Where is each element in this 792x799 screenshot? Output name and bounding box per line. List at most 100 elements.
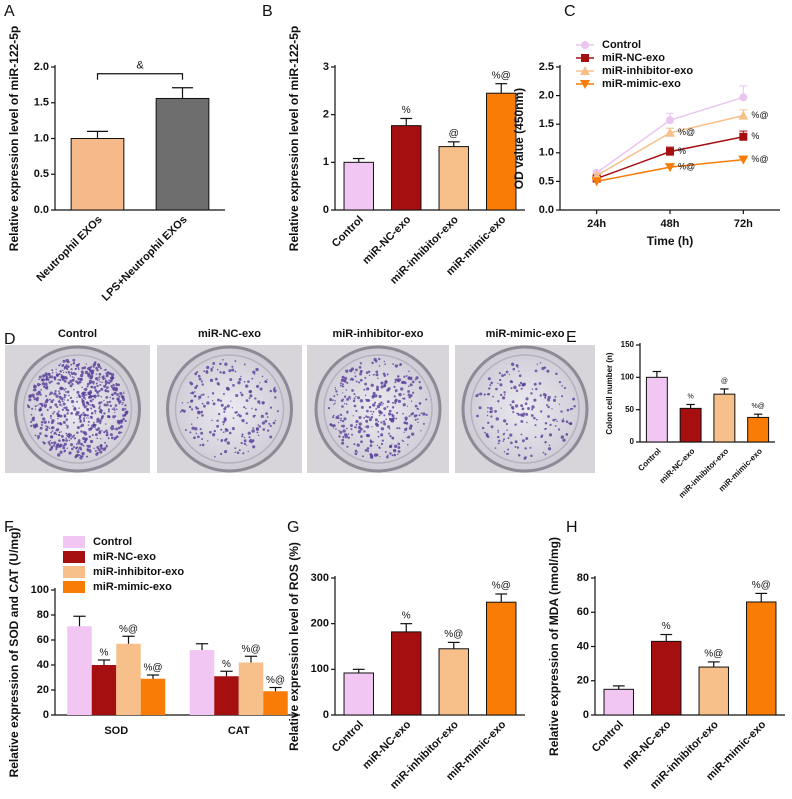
colony — [86, 372, 91, 376]
colony — [406, 443, 409, 446]
panel-label: G — [287, 519, 299, 536]
colony — [251, 407, 253, 410]
colony — [91, 380, 95, 384]
colony — [397, 450, 401, 453]
x-tick-label: 24h — [587, 218, 606, 230]
colony — [368, 374, 371, 377]
colony — [53, 411, 56, 413]
colony — [224, 406, 227, 409]
colony — [498, 378, 502, 382]
colony — [384, 451, 387, 453]
colony — [418, 401, 422, 405]
colony — [91, 434, 94, 437]
y-tick-label: 100 — [31, 584, 49, 596]
colony — [90, 395, 93, 398]
colony — [411, 412, 415, 415]
colony — [211, 392, 215, 395]
colony — [525, 397, 529, 401]
colony — [489, 406, 493, 411]
colony — [495, 417, 499, 421]
colony — [327, 406, 331, 410]
colony — [530, 414, 534, 417]
colony — [490, 410, 493, 414]
colony — [353, 404, 357, 408]
colony — [262, 428, 266, 431]
colony — [87, 420, 90, 423]
colony — [514, 440, 518, 444]
significance-mark: @ — [449, 128, 459, 139]
colony — [96, 417, 100, 421]
colony — [378, 414, 381, 417]
y-tick-label: 40 — [577, 640, 589, 652]
colony — [94, 449, 97, 452]
colony — [104, 377, 106, 380]
colony — [102, 447, 106, 451]
y-tick-label: 1 — [323, 156, 329, 168]
colony — [340, 378, 345, 382]
colony — [66, 360, 70, 364]
colony — [377, 435, 380, 438]
colony — [520, 413, 524, 417]
colony — [59, 450, 63, 454]
colony — [77, 368, 80, 371]
colony — [97, 380, 99, 382]
colony — [224, 362, 228, 366]
colony — [48, 443, 51, 446]
colony — [380, 401, 383, 404]
colony — [196, 371, 199, 374]
significance-mark: %@ — [444, 629, 463, 640]
colony — [189, 431, 192, 434]
colony — [72, 421, 75, 424]
colony — [70, 363, 73, 366]
x-tick-label: Control — [590, 719, 626, 755]
colony — [520, 387, 523, 390]
colony — [335, 390, 338, 393]
colony — [103, 412, 106, 415]
colony — [48, 427, 50, 429]
x-tick-label: Neutrophil EXOs — [34, 214, 104, 284]
colony — [414, 418, 417, 421]
x-tick-label: miR-NC-exo — [620, 718, 673, 771]
bar — [645, 376, 668, 443]
colony — [53, 392, 57, 396]
colony — [211, 433, 216, 437]
colony — [100, 395, 102, 398]
colony — [99, 367, 102, 370]
colony — [334, 402, 336, 405]
colony — [397, 442, 401, 446]
colony — [69, 375, 72, 377]
colony — [65, 424, 67, 426]
colony — [549, 423, 552, 427]
colony — [336, 393, 339, 396]
colony — [392, 449, 395, 452]
colony — [51, 426, 54, 429]
colony — [229, 378, 233, 382]
colony — [476, 414, 479, 418]
colony — [483, 393, 486, 396]
colony — [87, 424, 90, 426]
colony — [234, 411, 237, 414]
colony — [57, 382, 60, 385]
colony — [69, 443, 74, 447]
colony — [104, 423, 107, 425]
colony — [46, 377, 48, 379]
colony — [409, 383, 413, 387]
y-tick-label: 0 — [630, 437, 635, 446]
legend-label: miR-NC-exo — [602, 52, 665, 64]
significance-mark: %@ — [752, 580, 771, 591]
significance-mark: %@ — [119, 624, 138, 635]
colony — [94, 433, 98, 437]
colony — [373, 357, 377, 362]
colony — [91, 365, 93, 367]
colony — [402, 412, 404, 415]
significance-mark: %@ — [143, 663, 162, 674]
colony — [219, 399, 223, 402]
colony — [48, 421, 50, 424]
panel-label: B — [262, 3, 273, 20]
colony — [217, 412, 221, 416]
colony — [364, 382, 367, 386]
colony — [403, 397, 406, 400]
colony — [547, 447, 552, 451]
colony — [238, 449, 241, 452]
colony — [344, 376, 348, 380]
